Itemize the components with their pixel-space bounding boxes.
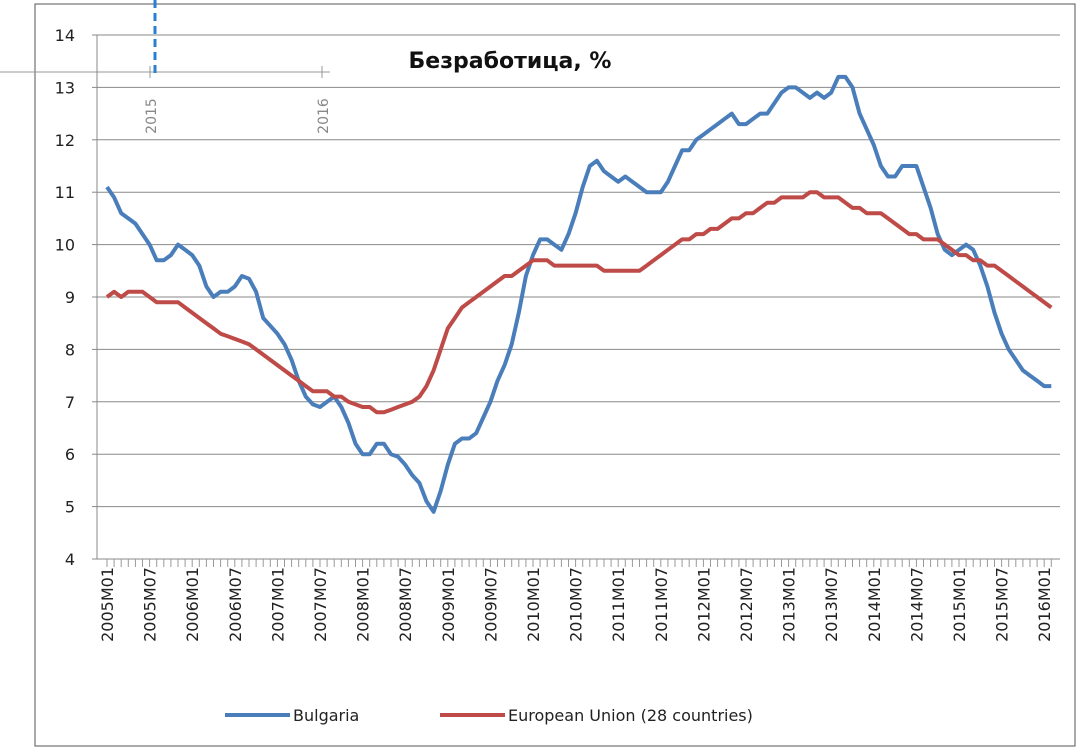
chart-frame <box>34 3 1076 747</box>
y-tick-label: 11 <box>55 183 75 202</box>
y-tick-label: 14 <box>55 26 75 45</box>
y-tick-label: 13 <box>55 78 75 97</box>
annotation: 2016 <box>316 98 332 134</box>
x-tick-label: 2005M07 <box>141 567 160 642</box>
x-tick-label: 2016M01 <box>1035 567 1054 642</box>
x-tick-label: 2009M07 <box>481 567 500 642</box>
y-tick-label: 4 <box>65 550 75 569</box>
y-tick-label: 12 <box>55 131 75 150</box>
x-tick-label: 2006M07 <box>226 567 245 642</box>
x-tick-label: 2012M07 <box>737 567 756 642</box>
x-tick-label: 2010M07 <box>567 567 586 642</box>
x-tick-label: 2011M07 <box>652 567 671 642</box>
x-tick-label: 2007M07 <box>311 567 330 642</box>
x-tick-label: 2007M01 <box>268 567 287 642</box>
x-tick-label: 2014M01 <box>865 567 884 642</box>
x-tick-label: 2008M01 <box>354 567 373 642</box>
x-tick-label: 2006M01 <box>183 567 202 642</box>
y-tick-label: 7 <box>65 393 75 412</box>
x-tick-label: 2013M07 <box>822 567 841 642</box>
x-tick-label: 2012M01 <box>694 567 713 642</box>
series-line <box>105 74 1052 514</box>
y-tick-label: 6 <box>65 445 75 464</box>
y-tick-label: 10 <box>55 236 75 255</box>
x-tick-label: 2010M01 <box>524 567 543 642</box>
annotation: 2015 <box>144 98 160 134</box>
legend-label: Bulgaria <box>293 706 359 725</box>
x-tick-label: 2015M07 <box>993 567 1012 642</box>
x-tick-label: 2005M01 <box>98 567 117 642</box>
x-tick-label: 2014M07 <box>907 567 926 642</box>
x-tick-label: 2008M07 <box>396 567 415 642</box>
x-tick-label: 2015M01 <box>950 567 969 642</box>
x-tick-label: 2009M01 <box>439 567 458 642</box>
y-tick-label: 9 <box>65 288 75 307</box>
series-line <box>105 190 1053 415</box>
x-tick-label: 2011M01 <box>609 567 628 642</box>
y-tick-label: 8 <box>65 340 75 359</box>
legend-label: European Union (28 countries) <box>508 706 753 725</box>
x-tick-label: 2013M01 <box>780 567 799 642</box>
y-tick-label: 5 <box>65 498 75 517</box>
chart-title: Безработица, % <box>409 49 612 74</box>
